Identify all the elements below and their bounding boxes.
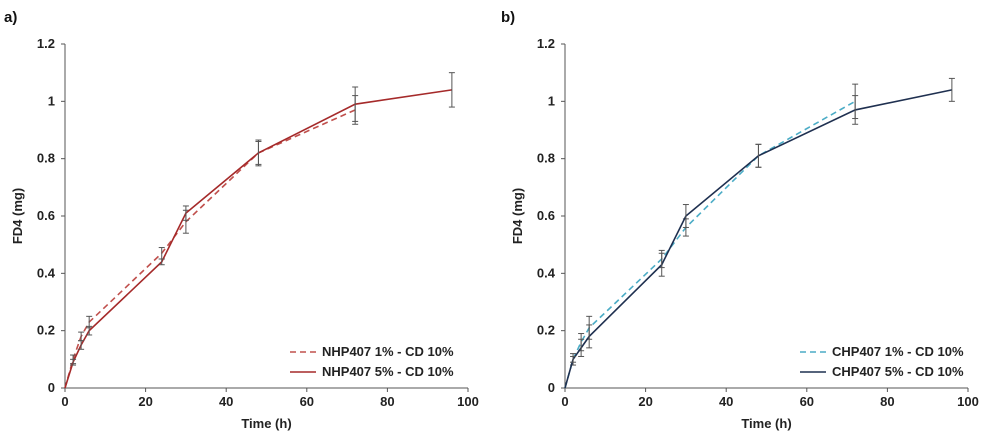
legend: CHP407 1% - CD 10% CHP407 5% - CD 10% — [800, 344, 964, 379]
error-bar — [448, 72, 455, 108]
x-tick-label: 60 — [800, 394, 814, 409]
error-bar — [352, 86, 359, 122]
chart-panel-b: b) 0 0.2 0.4 0.6 0.8 1 1.2 0 20 40 60 80 100 Time (h) F… — [501, 9, 979, 431]
error-bar — [578, 338, 585, 357]
x-tick-label: 0 — [561, 394, 568, 409]
panel-label: b) — [501, 9, 515, 26]
series-line-1 — [64, 109, 356, 389]
x-tick-label: 100 — [457, 394, 479, 409]
x-tick-label: 20 — [138, 394, 152, 409]
error-bar — [70, 358, 77, 366]
y-axis-title: FD4 (mg) — [10, 188, 25, 244]
x-tick-label: 100 — [957, 394, 979, 409]
error-bar — [86, 325, 93, 336]
error-bar — [158, 258, 165, 266]
y-tick-label: 1.2 — [537, 36, 555, 51]
y-tick-label: 0 — [48, 380, 55, 395]
error-bar — [948, 77, 955, 102]
error-bar — [682, 204, 689, 228]
y-tick-label: 0 — [548, 380, 555, 395]
error-bar — [755, 143, 762, 168]
error-bar — [852, 95, 859, 125]
error-bar — [78, 340, 85, 350]
series-line-1 — [564, 100, 856, 389]
x-axis-title: Time (h) — [741, 416, 791, 431]
y-tick-label: 1 — [548, 93, 555, 108]
y-tick-label: 0.4 — [37, 265, 56, 280]
y-tick-label: 0.8 — [537, 151, 555, 166]
chart-panel-a: a) 0 0.2 0.4 0.6 0.8 1 1.2 0 20 40 60 80 100 Time (h) F… — [4, 9, 479, 431]
y-tick-label: 0.8 — [37, 151, 55, 166]
x-tick-label: 80 — [380, 394, 394, 409]
panel-label: a) — [4, 9, 17, 26]
y-tick-label: 1 — [48, 93, 55, 108]
legend-label: NHP407 1% - CD 10% — [322, 344, 454, 359]
y-axis-title: FD4 (mg) — [510, 188, 525, 244]
x-tick-label: 60 — [300, 394, 314, 409]
y-tick-label: 0.4 — [537, 265, 556, 280]
y-tick-label: 0.2 — [37, 323, 55, 338]
x-tick-label: 40 — [219, 394, 233, 409]
y-tick-label: 0.6 — [537, 208, 555, 223]
error-bar — [255, 140, 262, 165]
legend: NHP407 1% - CD 10% NHP407 5% - CD 10% — [290, 344, 454, 379]
error-bar — [586, 324, 593, 349]
legend-label: NHP407 5% - CD 10% — [322, 364, 454, 379]
error-bar — [182, 205, 189, 221]
error-bar — [78, 331, 85, 342]
y-tick-label: 1.2 — [37, 36, 55, 51]
y-tick-label: 0.6 — [37, 208, 55, 223]
x-tick-label: 80 — [880, 394, 894, 409]
x-tick-label: 0 — [61, 394, 68, 409]
legend-label: CHP407 5% - CD 10% — [832, 364, 964, 379]
legend-label: CHP407 1% - CD 10% — [832, 344, 964, 359]
error-bar — [570, 355, 577, 363]
x-tick-label: 20 — [638, 394, 652, 409]
y-tick-label: 0.2 — [537, 323, 555, 338]
error-bar — [658, 252, 665, 277]
x-tick-label: 40 — [719, 394, 733, 409]
x-axis-title: Time (h) — [241, 416, 291, 431]
